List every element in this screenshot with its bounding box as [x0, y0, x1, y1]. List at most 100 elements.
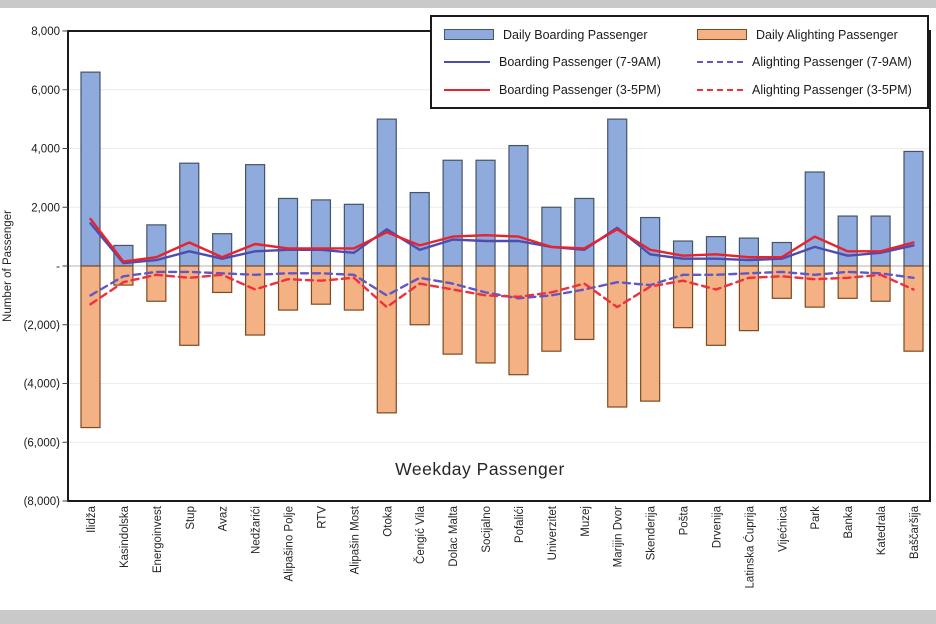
legend-item-boarding-passenger-7-9am: Boarding Passenger (7-9AM): [444, 50, 697, 74]
daily-boarding-passenger-bar: [607, 118, 628, 267]
category-label-ned-ari-i: Nedžarići: [251, 506, 263, 554]
daily-boarding-passenger-bar: [870, 215, 891, 267]
category-label-marijin-dvor: Marijin Dvor: [613, 506, 625, 568]
daily-alighting-passenger-bar: [245, 265, 266, 336]
boarding-passenger-3-5pm-line: [89, 217, 915, 263]
category-label-vije-nica: Vijećnica: [777, 505, 789, 551]
legend-item-label: Boarding Passenger (7-9AM): [499, 55, 661, 69]
category-label-pofali-i: Pofalići: [514, 506, 526, 543]
category-label-avaz: Avaz: [218, 506, 230, 532]
daily-alighting-passenger-bar: [574, 265, 595, 341]
daily-alighting-passenger-bar: [738, 265, 760, 332]
y-tick-label: 6,000: [31, 85, 60, 97]
daily-boarding-passenger-bar: [574, 197, 595, 267]
chart-title: Weekday Passenger: [395, 459, 565, 479]
y-tick-label: 8,000: [31, 26, 60, 38]
category-label-po-ta: Pošta: [679, 505, 691, 535]
y-tick-label: (8,000): [24, 496, 61, 508]
legend-item-daily-boarding-passenger: Daily Boarding Passenger: [444, 23, 697, 47]
chart-legend: Daily Boarding Passenger Daily Alighting …: [430, 15, 929, 109]
category-label-park: Park: [810, 506, 822, 530]
daily-boarding-passenger-bar: [475, 159, 496, 267]
category-label-banka: Banka: [843, 505, 855, 538]
daily-alighting-passenger-bar: [607, 265, 628, 408]
daily-alighting-passenger-bar: [870, 265, 891, 302]
category-label-alipa-in-most: Alipašin Most: [349, 505, 361, 574]
y-tick-label: (4,000): [24, 379, 61, 391]
daily-alighting-passenger-bar: [705, 265, 727, 346]
daily-alighting-passenger-bar: [277, 265, 299, 311]
legend-item-label: Alighting Passenger (3-5PM): [752, 82, 912, 97]
daily-boarding-passenger-bar: [80, 71, 101, 267]
y-tick-label: 2,000: [31, 202, 60, 214]
daily-alighting-passenger-bar: [837, 265, 858, 299]
daily-alighting-passenger-bar: [475, 265, 496, 364]
daily-alighting-passenger-bar: [640, 265, 661, 402]
category-label-stup: Stup: [185, 506, 197, 530]
page-bottom-edge: [0, 610, 936, 624]
y-tick-label: -: [56, 261, 60, 273]
legend-item-label: Alighting Passenger (7-9AM): [752, 55, 912, 69]
y-tick-label: (2,000): [24, 320, 61, 332]
daily-boarding-passenger-bar: [640, 216, 661, 267]
category-label-latinska-uprija: Latinska Ćuprija: [743, 505, 756, 588]
daily-alighting-passenger-bar: [343, 265, 364, 311]
daily-boarding-passenger-bar: [277, 197, 299, 267]
daily-alighting-passenger-bar: [310, 265, 332, 305]
category-label-kasindolska: Kasindolska: [119, 505, 131, 568]
category-label-ilid-a: Ilidža: [86, 505, 98, 532]
category-label-drvenija: Drvenija: [711, 505, 723, 548]
daily-boarding-passenger-bar: [541, 206, 562, 267]
legend-line-swatch-icon: [444, 61, 490, 63]
legend-item-label: Daily Alighting Passenger: [756, 27, 898, 42]
daily-alighting-passenger-bar: [212, 265, 233, 294]
legend-item-label: Daily Boarding Passenger: [503, 27, 648, 42]
y-axis-title: Number of Passenger: [2, 210, 14, 322]
daily-alighting-passenger-bar: [804, 265, 825, 308]
daily-boarding-passenger-bar: [442, 159, 463, 267]
legend-bar-swatch-icon: [444, 29, 494, 40]
category-label-ba-ar-ija: Baščaršija: [909, 505, 921, 559]
daily-boarding-passenger-bar: [804, 171, 825, 267]
legend-item-alighting-passenger-7-9am: Alighting Passenger (7-9AM): [697, 50, 915, 74]
legend-item-alighting-passenger-3-5pm: Alighting Passenger (3-5PM): [697, 78, 915, 102]
daily-boarding-passenger-bar: [409, 191, 430, 267]
daily-boarding-passenger-bar: [738, 237, 760, 267]
daily-alighting-passenger-bar: [179, 265, 200, 346]
daily-boarding-passenger-bar: [310, 199, 332, 267]
category-label-socijalno: Socijalno: [481, 506, 493, 553]
daily-alighting-passenger-bar: [508, 265, 529, 376]
daily-alighting-passenger-bar: [409, 265, 430, 326]
legend-line-swatch-icon: [444, 88, 490, 91]
category-label-univerzitet: Univerzitet: [547, 505, 559, 560]
legend-dashed-line-swatch-icon: [697, 61, 743, 63]
daily-alighting-passenger-bar: [442, 265, 463, 355]
category-label-otoka: Otoka: [382, 505, 394, 536]
legend-dashed-line-swatch-icon: [697, 88, 743, 91]
daily-boarding-passenger-bar: [212, 233, 233, 267]
daily-alighting-passenger-bar: [80, 265, 101, 429]
daily-boarding-passenger-bar: [376, 118, 397, 267]
legend-item-daily-alighting-passenger: Daily Alighting Passenger: [697, 23, 915, 47]
daily-boarding-passenger-bar: [903, 150, 924, 267]
daily-boarding-passenger-bar: [343, 203, 364, 267]
daily-boarding-passenger-bar: [837, 215, 858, 267]
daily-alighting-passenger-bar: [771, 265, 792, 299]
boarding-passenger-7-9am-line: [89, 222, 915, 265]
daily-boarding-passenger-bar: [705, 236, 727, 267]
legend-bar-swatch-icon: [697, 29, 747, 40]
daily-boarding-passenger-bar: [508, 144, 529, 267]
legend-item-label: Boarding Passenger (3-5PM): [499, 82, 661, 97]
category-label-katedrala: Katedrala: [876, 505, 888, 555]
category-label-muzej: Muzej: [580, 506, 592, 537]
category-label-skenderija: Skenderija: [646, 505, 658, 560]
daily-alighting-passenger-bar: [376, 265, 397, 414]
category-label-engi-vila: Čengić Vila: [414, 505, 427, 564]
category-label-dolac-malta: Dolac Malta: [448, 505, 460, 566]
daily-alighting-passenger-bar: [541, 265, 562, 352]
alighting-passenger-3-5pm-line: [89, 273, 915, 309]
page-top-edge: [0, 0, 936, 8]
alighting-passenger-7-9am-line: [89, 270, 915, 300]
category-label-rtv: RTV: [316, 506, 328, 529]
